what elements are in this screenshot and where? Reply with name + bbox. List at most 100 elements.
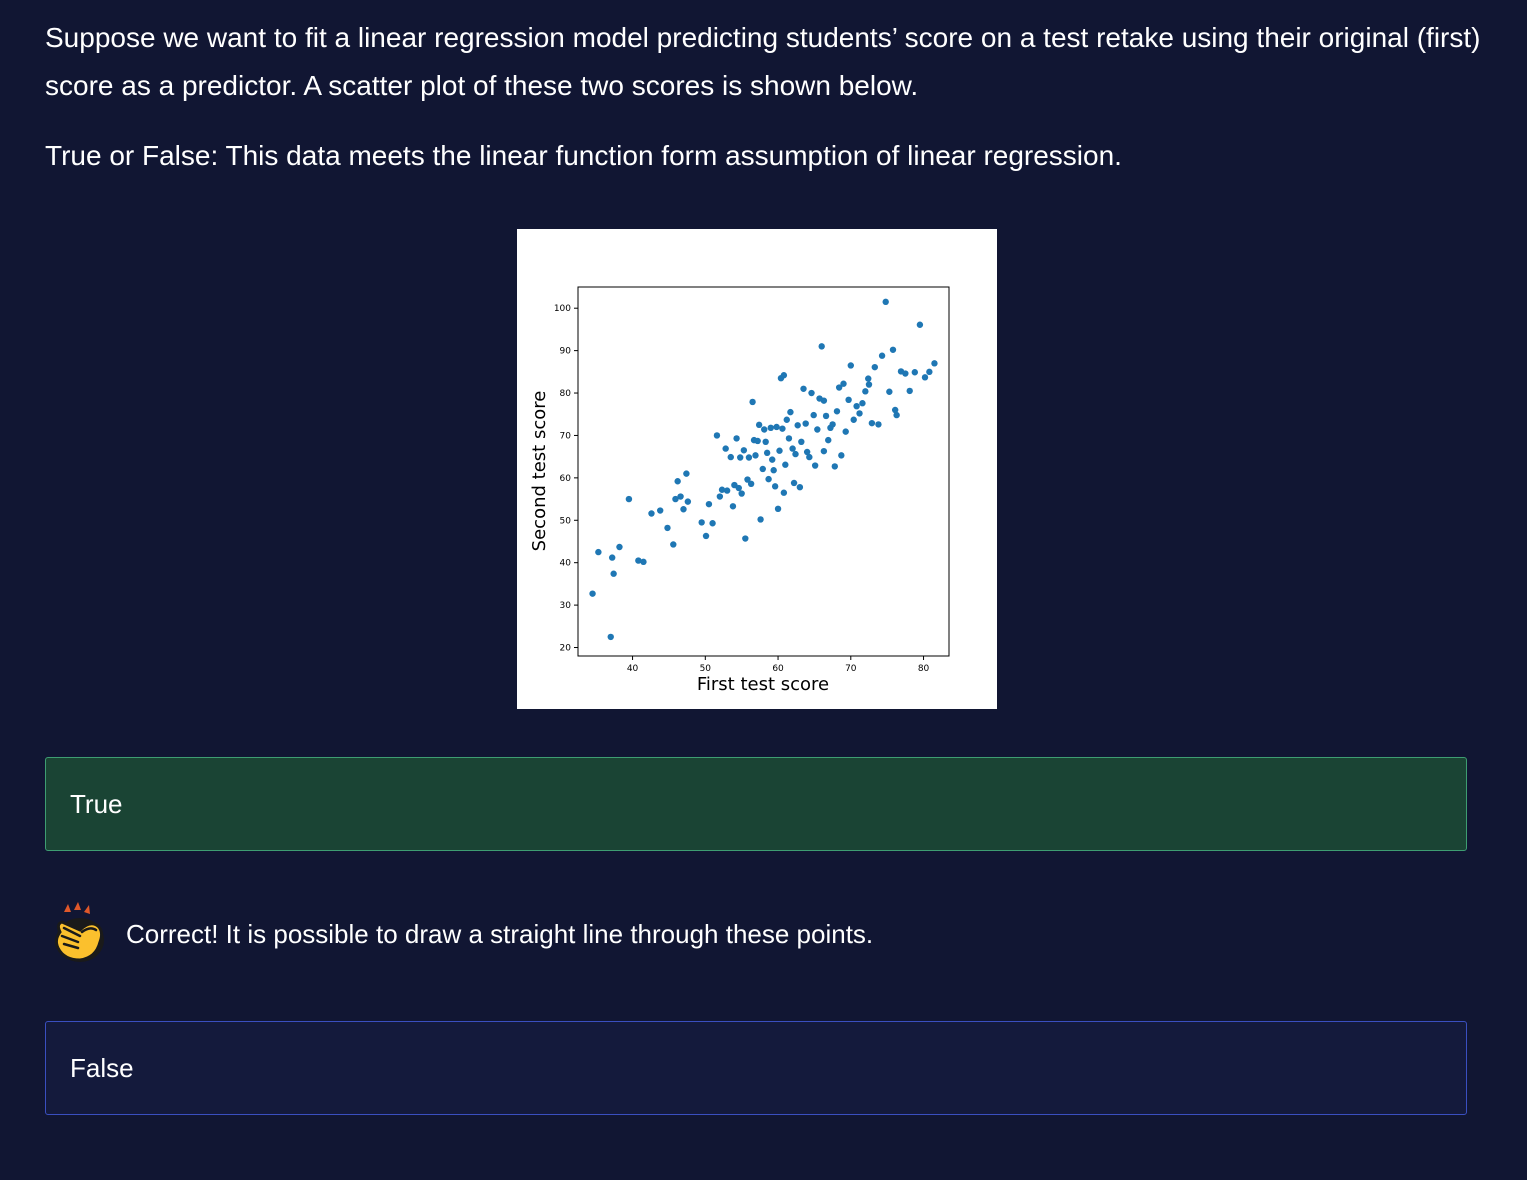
option-true[interactable]: True xyxy=(45,757,1467,851)
scatter-point xyxy=(906,387,913,395)
x-tick-label: 70 xyxy=(845,664,857,674)
feedback-text: Correct! It is possible to draw a straig… xyxy=(126,918,874,949)
scatter-point xyxy=(811,462,819,469)
scatter-point xyxy=(808,389,815,397)
scatter-point xyxy=(718,486,726,493)
scatter-point xyxy=(595,548,602,556)
scatter-point xyxy=(780,489,788,496)
scatter-point xyxy=(871,363,878,371)
option-false[interactable]: False xyxy=(45,1021,1467,1115)
scatter-point xyxy=(850,416,857,423)
scatter-point xyxy=(789,445,796,452)
scatter-point xyxy=(893,411,900,419)
scatter-point xyxy=(680,506,687,513)
scatter-point xyxy=(702,532,710,540)
y-tick-label: 80 xyxy=(560,389,572,399)
scatter-point xyxy=(770,467,777,474)
x-tick-label: 40 xyxy=(627,664,639,674)
scatter-point xyxy=(926,368,933,376)
scatter-point xyxy=(780,372,788,379)
scatter-point xyxy=(761,426,768,433)
y-tick-label: 50 xyxy=(560,516,572,526)
scatter-point xyxy=(921,374,929,381)
scatter-point xyxy=(818,343,825,350)
question-text: Suppose we want to fit a linear regressi… xyxy=(45,22,1481,101)
scatter-point xyxy=(608,554,616,561)
x-tick-label: 60 xyxy=(772,664,784,674)
scatter-point xyxy=(790,479,798,487)
scatter-point xyxy=(835,384,843,391)
scatter-point xyxy=(705,500,713,508)
scatter-point xyxy=(838,452,845,459)
scatter-point xyxy=(745,454,753,461)
scatter-point xyxy=(683,470,690,477)
scatter-point xyxy=(640,558,647,566)
scatter-point xyxy=(878,352,886,359)
y-tick-label: 40 xyxy=(560,559,572,569)
scatter-point xyxy=(670,541,677,548)
scatter-point xyxy=(853,402,860,410)
scatter-point xyxy=(684,498,692,505)
scatter-point xyxy=(698,519,705,526)
clapping-hands-icon xyxy=(54,902,104,962)
scatter-point xyxy=(800,385,807,392)
x-axis-ticks: 40 50 60 70 80 xyxy=(627,656,930,674)
scatter-point xyxy=(767,424,774,432)
scatter-point xyxy=(759,465,766,473)
scatter-point xyxy=(709,520,716,527)
scatter-point xyxy=(820,397,828,404)
scatter-point xyxy=(859,400,866,407)
scatter-point xyxy=(822,412,830,420)
scatter-point xyxy=(803,448,811,456)
scatter-plot: 40 50 60 70 80 20 30 40 50 60 70 80 90 100 First tes… xyxy=(529,286,950,695)
scatter-point xyxy=(747,480,755,487)
scatter-point xyxy=(806,453,813,461)
scatter-point xyxy=(737,454,744,461)
scatter-point xyxy=(776,447,783,454)
y-tick-label: 90 xyxy=(560,347,572,357)
scatter-point xyxy=(664,524,671,532)
scatter-point xyxy=(783,416,790,423)
scatter-point xyxy=(674,478,681,485)
scatter-point xyxy=(802,420,809,427)
scatter-point xyxy=(875,421,882,428)
x-tick-label: 80 xyxy=(918,664,930,674)
scatter-point xyxy=(657,507,664,514)
feedback-message: Correct! It is possible to draw a straig… xyxy=(50,902,873,966)
scatter-point xyxy=(729,503,737,510)
y-tick-label: 20 xyxy=(560,644,572,654)
scatter-point xyxy=(820,447,828,455)
scatter-point xyxy=(782,461,789,468)
scatter-point xyxy=(916,321,924,328)
scatter-point xyxy=(738,490,745,497)
option-false-label: False xyxy=(70,1052,134,1083)
scatter-point xyxy=(722,445,729,452)
scatter-point xyxy=(607,633,614,641)
scatter-point xyxy=(762,438,769,446)
scatter-point xyxy=(742,535,749,542)
scatter-point xyxy=(672,495,679,503)
scatter-point xyxy=(911,369,919,376)
scatter-point xyxy=(796,483,804,491)
option-true-label: True xyxy=(70,788,123,819)
scatter-point xyxy=(845,396,852,404)
scatter-point xyxy=(744,476,751,483)
y-tick-label: 60 xyxy=(560,474,572,484)
scatter-point xyxy=(757,516,764,523)
scatter-point xyxy=(749,398,756,406)
y-axis-ticks: 20 30 40 50 60 70 80 90 100 xyxy=(554,304,578,654)
scatter-point xyxy=(886,388,893,395)
x-axis-label: First test score xyxy=(697,674,829,695)
scatter-point xyxy=(825,436,832,444)
scatter-point xyxy=(713,432,721,439)
scatter-point xyxy=(798,438,805,446)
scatter-point xyxy=(774,505,782,513)
scatter-point xyxy=(865,375,872,382)
scatter-point xyxy=(648,510,655,517)
scatter-point xyxy=(771,483,779,490)
scatter-point xyxy=(865,381,873,388)
scatter-point xyxy=(610,570,617,577)
scatter-point xyxy=(833,408,841,415)
scatter-point xyxy=(842,428,849,435)
